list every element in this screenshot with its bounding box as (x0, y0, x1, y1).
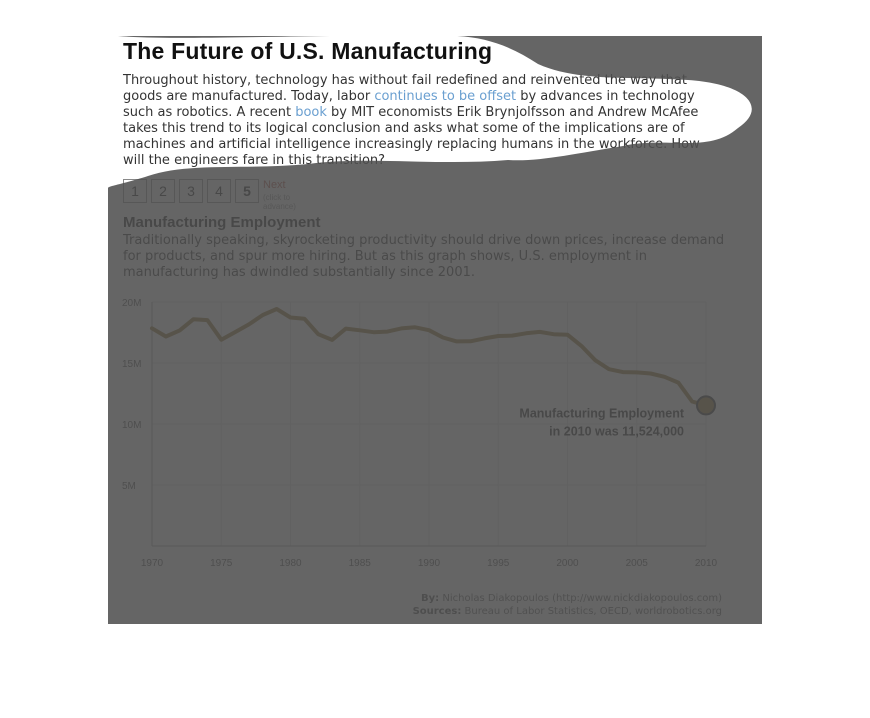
x-tick-label: 2005 (626, 558, 649, 569)
y-tick-label: 10M (122, 420, 141, 431)
sources-label: Sources: (412, 606, 462, 617)
page-4-button[interactable]: 4 (207, 179, 231, 203)
data-point (233, 330, 237, 334)
data-point (344, 327, 348, 331)
data-point (676, 381, 680, 385)
data-point (607, 367, 611, 371)
y-tick-label: 15M (122, 359, 141, 370)
data-point (316, 332, 320, 336)
next-hint: (click to advance) (263, 193, 296, 211)
data-point (302, 317, 306, 321)
data-point (482, 336, 486, 340)
data-point (399, 326, 403, 330)
page-1-button[interactable]: 1 (123, 179, 147, 203)
x-tick-label: 1980 (279, 558, 302, 569)
by-text: Nicholas Diakopoulos (http://www.nickdia… (439, 593, 722, 604)
book-link[interactable]: book (295, 105, 327, 120)
next-link[interactable]: Next (263, 179, 286, 191)
data-point (593, 358, 597, 362)
data-point (385, 330, 389, 334)
by-label: By: (421, 593, 440, 604)
data-point (579, 344, 583, 348)
data-point (219, 338, 223, 342)
x-tick-label: 1975 (210, 558, 233, 569)
page-5-button[interactable]: 5 (235, 179, 259, 203)
data-point (164, 334, 168, 338)
data-point (690, 400, 694, 404)
x-tick-label: 2010 (695, 558, 718, 569)
offset-link[interactable]: continues to be offset (374, 89, 517, 104)
data-point (496, 334, 500, 338)
data-point (649, 372, 653, 376)
data-point (662, 375, 666, 379)
data-point (469, 339, 473, 343)
data-point (372, 330, 376, 334)
data-point (413, 325, 417, 329)
annotation-line-1: Manufacturing Employment (519, 406, 684, 420)
data-point (552, 332, 556, 336)
page-3-button[interactable]: 3 (179, 179, 203, 203)
data-point (178, 328, 182, 332)
infographic-panel: 1970 1975 1980 1985 1990 1995 2000 2005 2010 5M 10… (108, 36, 762, 624)
highlight-marker (696, 395, 716, 416)
section-title: Manufacturing Employment (123, 214, 321, 231)
page-title: The Future of U.S. Manufacturing (123, 38, 493, 64)
x-tick-label: 1985 (349, 558, 372, 569)
x-tick-label: 1970 (141, 558, 164, 569)
credit-sources: Sources: Bureau of Labor Statistics, OEC… (413, 605, 722, 618)
data-point (289, 315, 292, 319)
data-point (538, 330, 542, 334)
x-tick-label: 2000 (556, 558, 579, 569)
annotation-line-2: in 2010 was 11,524,000 (549, 424, 684, 438)
data-point (621, 370, 625, 374)
data-point (150, 326, 154, 330)
data-point (635, 370, 639, 374)
x-tick-label: 1995 (487, 558, 510, 569)
data-point (192, 317, 196, 321)
data-point (261, 313, 265, 317)
data-point (455, 339, 459, 343)
data-point (358, 328, 362, 332)
intro-paragraph: Throughout history, technology has witho… (123, 73, 723, 169)
credit-author: By: Nicholas Diakopoulos (http://www.nic… (413, 592, 722, 605)
credits: By: Nicholas Diakopoulos (http://www.nic… (413, 592, 722, 618)
data-point (247, 322, 251, 326)
data-point (566, 333, 569, 337)
data-point (427, 328, 431, 332)
data-point (330, 338, 334, 342)
data-point (510, 334, 514, 338)
data-point (275, 307, 279, 311)
page-2-button[interactable]: 2 (151, 179, 175, 203)
data-point (441, 336, 445, 340)
y-tick-label: 20M (122, 298, 141, 309)
x-tick-label: 1990 (418, 558, 441, 569)
data-point (524, 331, 528, 335)
data-point (205, 318, 209, 322)
sources-text: Bureau of Labor Statistics, OECD, worldr… (461, 606, 722, 617)
section-text: Traditionally speaking, skyrocketing pro… (123, 233, 725, 280)
y-tick-label: 5M (122, 481, 136, 492)
